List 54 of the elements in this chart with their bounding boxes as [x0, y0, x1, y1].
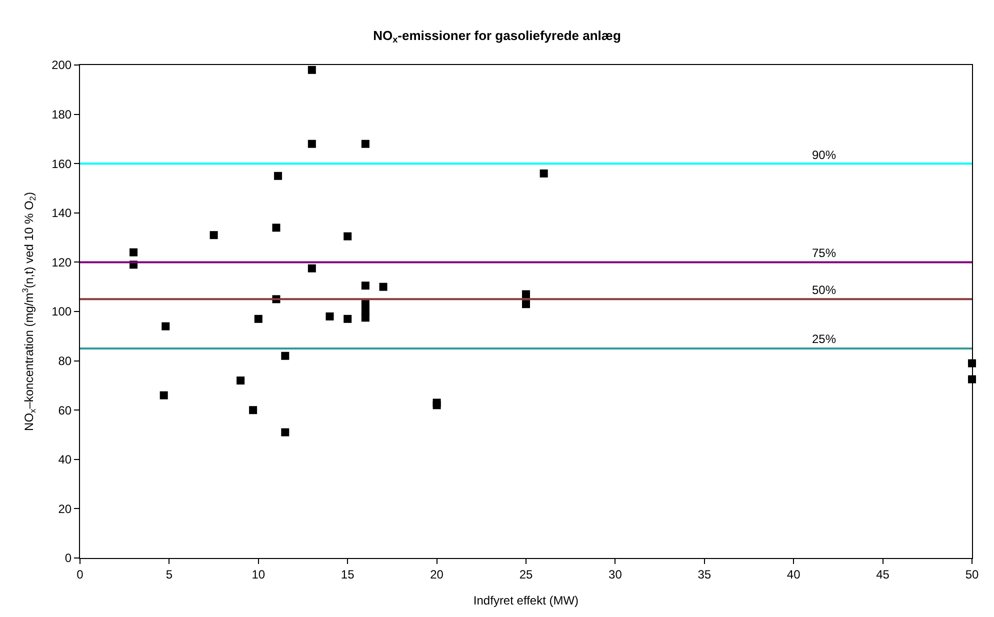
point: [308, 66, 316, 74]
point: [308, 140, 316, 148]
point: [361, 300, 370, 308]
y-tick-label: 0: [64, 551, 72, 566]
point: [540, 169, 548, 178]
point: [361, 282, 370, 290]
x-tick-label: 15: [340, 567, 355, 582]
point: [254, 314, 262, 323]
point: [281, 352, 290, 360]
point: [162, 322, 170, 330]
x-tick-label: 5: [166, 567, 173, 582]
point: [522, 300, 530, 308]
y-tick-label: 40: [58, 452, 72, 467]
y-tick-label: 160: [52, 156, 72, 171]
annotation: 75%: [812, 246, 836, 260]
point: [344, 314, 352, 323]
point: [210, 231, 218, 240]
y-tick-label: 60: [58, 403, 72, 418]
point: [160, 391, 168, 400]
point: [274, 172, 282, 180]
annotation: 50%: [812, 283, 836, 297]
chart-title: NO$_{x}$-emissioner for gasoliefyrede anlæg: [373, 28, 621, 45]
point: [308, 264, 316, 272]
x-tick-label: 20: [430, 567, 444, 582]
y-tick-label: 20: [58, 502, 72, 516]
annotation: 25%: [812, 332, 836, 346]
y-tick-label: 180: [52, 108, 72, 122]
x-tick-label: 10: [252, 567, 266, 582]
point: [130, 248, 138, 256]
x-tick-label: 25: [519, 567, 533, 582]
x-tick-label: 40: [786, 567, 801, 582]
y-tick-label: 140: [52, 206, 72, 220]
y-tick-label: 120: [52, 255, 72, 270]
annotation: 90%: [812, 148, 836, 162]
y-tick-label: 100: [52, 304, 72, 319]
y-tick-label: 80: [58, 354, 72, 368]
point: [379, 282, 388, 291]
x-tick-label: 0: [76, 567, 84, 582]
point: [272, 224, 280, 232]
x-tick-label: 45: [876, 567, 890, 582]
x-tick-label: 30: [608, 567, 622, 582]
point: [281, 428, 290, 436]
point: [361, 140, 370, 148]
point: [326, 312, 334, 320]
x-axis-title: Indfyret effekt (MW): [473, 593, 579, 608]
y-tick-label: 200: [52, 58, 72, 72]
point: [236, 376, 245, 385]
x-tick-label: 50: [965, 567, 979, 582]
point: [432, 401, 441, 410]
point: [522, 290, 530, 298]
point: [344, 232, 352, 240]
point: [361, 314, 370, 322]
point: [249, 406, 258, 414]
x-tick-label: 35: [698, 567, 712, 582]
